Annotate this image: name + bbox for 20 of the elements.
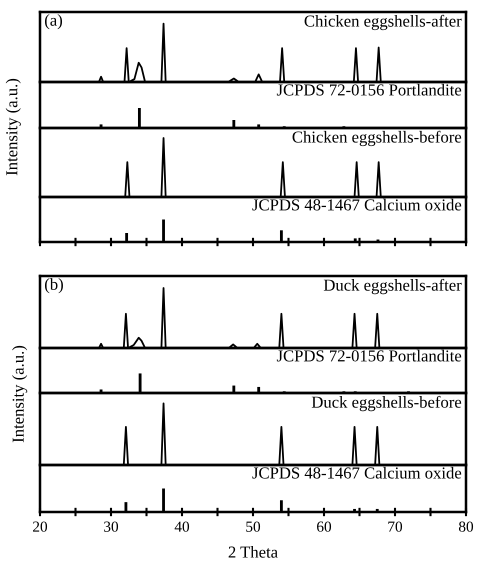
x-tick-label: 70 [388, 521, 402, 532]
chart-title: Duck eggshells-after [324, 278, 462, 294]
x-axis-title: 2 Theta [228, 546, 278, 558]
x-tick-label: 60 [317, 521, 332, 532]
x-tick-label: 80 [458, 521, 474, 532]
chart-title: JCPDS 48-1467 Calcium oxide [252, 466, 462, 479]
chart-title: Chicken eggshells-after [304, 14, 462, 30]
annotation: (b) [44, 278, 63, 294]
chart-title: JCPDS 72-0156 Portlandite [276, 350, 462, 362]
chart-title: Duck eggshells-before [312, 396, 462, 412]
chart-title: Chicken eggshells-before [292, 130, 462, 146]
annotation: (a) [44, 14, 62, 30]
chart-title: JCPDS 48-1467 Calcium oxide [252, 198, 462, 211]
x-tick-label: 20 [33, 521, 48, 532]
x-tick-label: 30 [104, 521, 118, 532]
y-axis-title: Intensity (a.u.) [12, 346, 28, 442]
y-axis-title: Intensity (a.u.) [6, 78, 21, 176]
chart-title: JCPDS 72-0156 Portlandite [276, 84, 462, 96]
x-tick-label: 50 [246, 521, 260, 532]
x-tick-label: 40 [174, 521, 190, 532]
